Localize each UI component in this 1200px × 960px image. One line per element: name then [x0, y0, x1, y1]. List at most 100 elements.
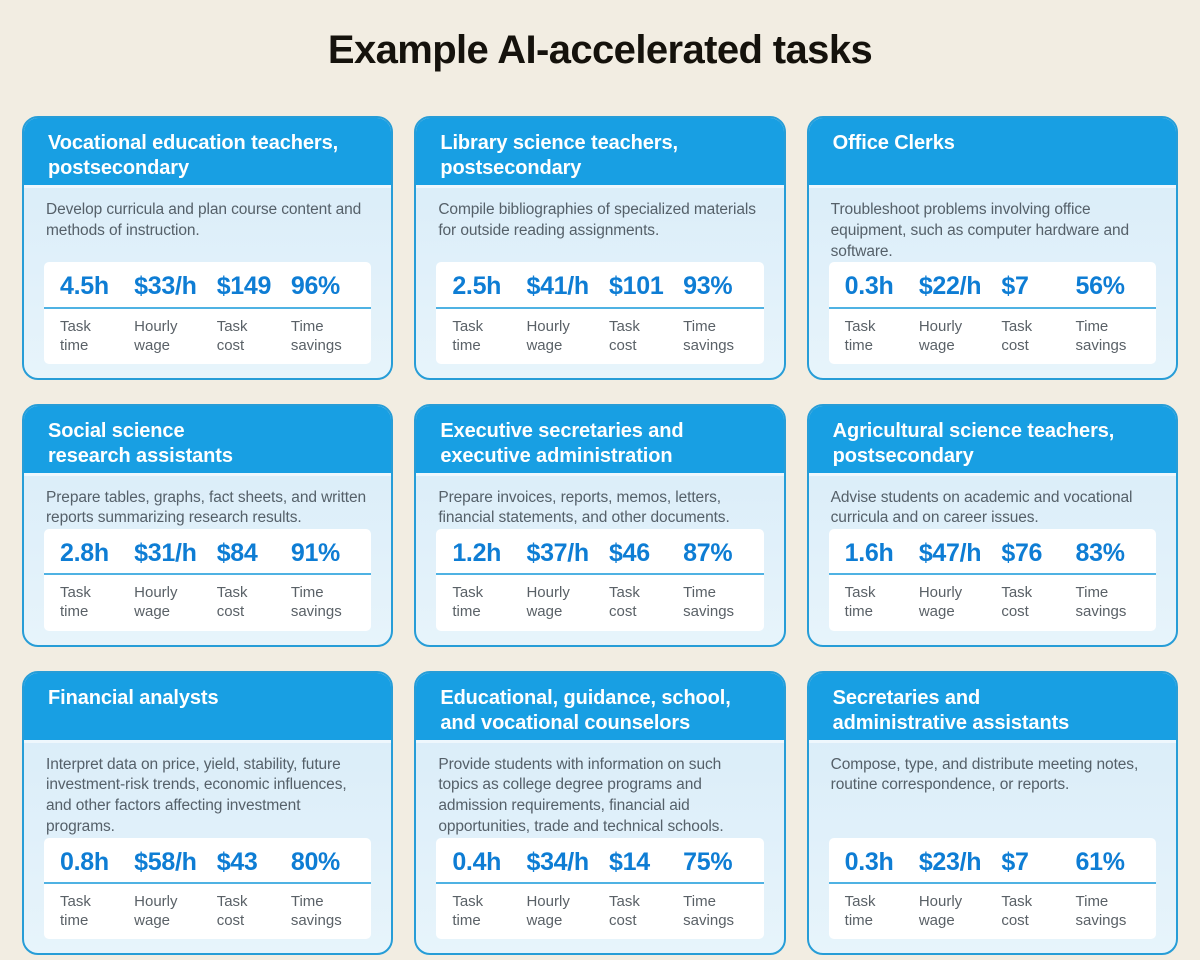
card-title: Library science teachers, postsecondary: [416, 118, 784, 188]
stat-value-task-time: 1.6h: [844, 539, 894, 568]
stat-label-hourly-wage: Hourly wage: [134, 892, 178, 929]
stat-value-task-cost: $7: [1001, 847, 1029, 876]
stats-panel: 1.6h $47/h $76 83% Task time Hourly wage…: [828, 529, 1156, 631]
card-title: Agricultural science teachers, postsecon…: [808, 405, 1176, 476]
stat-label-task-time: Task time: [452, 317, 484, 354]
stat-value-hourly-wage: $58/h: [134, 847, 197, 876]
task-card-agricultural-science-teachers: Agricultural science teachers, postsecon…: [806, 403, 1178, 647]
stat-label-task-cost: Task cost: [609, 584, 640, 621]
task-card-library-science-teachers: Library science teachers, postsecondary …: [414, 116, 786, 380]
stat-label-hourly-wage: Hourly wage: [134, 584, 178, 621]
stat-value-task-time: 0.4h: [452, 847, 502, 876]
stat-label-task-time: Task time: [844, 584, 876, 621]
stat-labels-row: Task time Hourly wage Task cost Time sav…: [829, 583, 1156, 621]
stats-divider: [44, 573, 372, 576]
card-body: Provide students with information on suc…: [416, 743, 783, 953]
stats-divider: [828, 881, 1156, 884]
stats-panel: 0.4h $34/h $14 75% Task time Hourly wage…: [436, 837, 764, 939]
task-card-office-clerks: Office Clerks Troubleshoot problems invo…: [806, 116, 1178, 380]
stat-value-time-savings: 61%: [1075, 847, 1125, 876]
card-body: Advise students on academic and vocation…: [809, 476, 1176, 645]
stat-label-time-savings: Time savings: [290, 317, 342, 354]
stat-label-hourly-wage: Hourly wage: [918, 317, 963, 354]
stat-label-task-time: Task time: [844, 892, 876, 929]
stat-value-task-cost: $46: [609, 539, 650, 568]
stat-value-task-cost: $76: [1001, 539, 1043, 568]
stat-value-task-time: 0.3h: [844, 847, 894, 876]
stat-label-task-time: Task time: [452, 584, 484, 621]
stat-values-row: 1.2h $37/h $46 87%: [436, 539, 763, 568]
stats-divider: [44, 306, 372, 309]
stat-label-task-time: Task time: [452, 892, 484, 929]
stat-labels-row: Task time Hourly wage Task cost Time sav…: [829, 317, 1156, 355]
card-body: Develop curricula and plan course conten…: [24, 188, 391, 378]
card-title: Social science research assistants: [24, 405, 392, 476]
stat-value-task-time: 2.5h: [452, 272, 502, 301]
stat-value-task-cost: $7: [1001, 272, 1029, 301]
card-body: Interpret data on price, yield, stabilit…: [24, 743, 391, 953]
stats-panel: 0.3h $23/h $7 61% Task time Hourly wage …: [828, 837, 1156, 939]
stat-value-hourly-wage: $31/h: [134, 539, 197, 568]
stat-label-task-time: Task time: [60, 584, 91, 621]
stat-value-time-savings: 56%: [1075, 272, 1125, 301]
card-title: Office Clerks: [808, 118, 1176, 188]
stat-value-task-time: 1.2h: [452, 539, 502, 568]
card-title: Secretaries and administrative assistant…: [808, 672, 1176, 743]
task-description: Advise students on academic and vocation…: [830, 488, 1133, 527]
card-body: Troubleshoot problems involving office e…: [809, 188, 1176, 378]
stats-panel: 2.8h $31/h $84 91% Task time Hourly wage…: [44, 529, 372, 631]
stat-value-time-savings: 91%: [290, 539, 340, 568]
card-title: Educational, guidance, school, and vocat…: [416, 672, 784, 743]
task-description: Develop curricula and plan course conten…: [46, 201, 362, 239]
stat-label-task-cost: Task cost: [1001, 892, 1033, 929]
stat-values-row: 2.8h $31/h $84 91%: [44, 539, 371, 568]
task-description: Interpret data on price, yield, stabilit…: [46, 755, 347, 835]
stat-label-time-savings: Time savings: [683, 584, 735, 621]
stats-panel: 1.2h $37/h $46 87% Task time Hourly wage…: [436, 529, 764, 631]
stat-value-time-savings: 96%: [290, 272, 340, 301]
stat-values-row: 0.3h $22/h $7 56%: [829, 272, 1156, 301]
stat-value-time-savings: 87%: [683, 539, 733, 568]
stat-value-task-time: 0.8h: [60, 847, 109, 876]
stat-label-task-cost: Task cost: [216, 892, 248, 929]
stat-labels-row: Task time Hourly wage Task cost Time sav…: [44, 892, 371, 930]
task-card-educational-guidance-counselors: Educational, guidance, school, and vocat…: [414, 670, 786, 955]
stats-panel: 4.5h $33/h $149 96% Task time Hourly wag…: [44, 262, 372, 364]
stat-values-row: 0.8h $58/h $43 80%: [44, 847, 371, 876]
card-body: Compile bibliographies of specialized ma…: [416, 188, 783, 378]
stat-label-hourly-wage: Hourly wage: [918, 584, 963, 621]
stat-values-row: 0.4h $34/h $14 75%: [436, 847, 763, 876]
stat-label-task-cost: Task cost: [216, 317, 248, 354]
stat-label-task-cost: Task cost: [1001, 584, 1033, 621]
stat-value-hourly-wage: $47/h: [918, 539, 982, 568]
task-card-executive-secretaries: Executive secretaries and executive admi…: [414, 403, 786, 647]
stat-values-row: 2.5h $41/h $101 93%: [436, 272, 763, 301]
task-description: Provide students with information on suc…: [438, 755, 724, 835]
stat-labels-row: Task time Hourly wage Task cost Time sav…: [436, 892, 763, 930]
stat-value-time-savings: 80%: [290, 847, 340, 876]
stat-value-task-time: 0.3h: [844, 272, 894, 301]
stats-panel: 2.5h $41/h $101 93% Task time Hourly wag…: [436, 262, 764, 364]
stat-label-task-cost: Task cost: [609, 317, 640, 354]
stat-label-hourly-wage: Hourly wage: [918, 892, 963, 929]
stat-value-hourly-wage: $22/h: [918, 272, 982, 301]
stat-values-row: 4.5h $33/h $149 96%: [44, 272, 371, 301]
stat-labels-row: Task time Hourly wage Task cost Time sav…: [436, 317, 763, 355]
card-title: Vocational education teachers, postsecon…: [24, 118, 392, 188]
stats-divider: [436, 881, 764, 884]
card-body: Compose, type, and distribute meeting no…: [809, 743, 1176, 953]
task-card-financial-analysts: Financial analysts Interpret data on pri…: [22, 670, 394, 955]
stat-labels-row: Task time Hourly wage Task cost Time sav…: [829, 892, 1156, 930]
stat-value-time-savings: 75%: [683, 847, 733, 876]
card-title: Executive secretaries and executive admi…: [416, 405, 784, 476]
stat-label-task-cost: Task cost: [609, 892, 640, 929]
stats-divider: [828, 573, 1156, 576]
stat-labels-row: Task time Hourly wage Task cost Time sav…: [44, 317, 371, 355]
stat-label-time-savings: Time savings: [683, 892, 735, 929]
cards-grid: Vocational education teachers, postsecon…: [0, 116, 1200, 955]
stat-values-row: 1.6h $47/h $76 83%: [829, 539, 1156, 568]
stat-label-time-savings: Time savings: [290, 892, 342, 929]
stat-values-row: 0.3h $23/h $7 61%: [829, 847, 1156, 876]
stat-label-hourly-wage: Hourly wage: [526, 892, 570, 929]
stat-label-task-time: Task time: [844, 317, 876, 354]
